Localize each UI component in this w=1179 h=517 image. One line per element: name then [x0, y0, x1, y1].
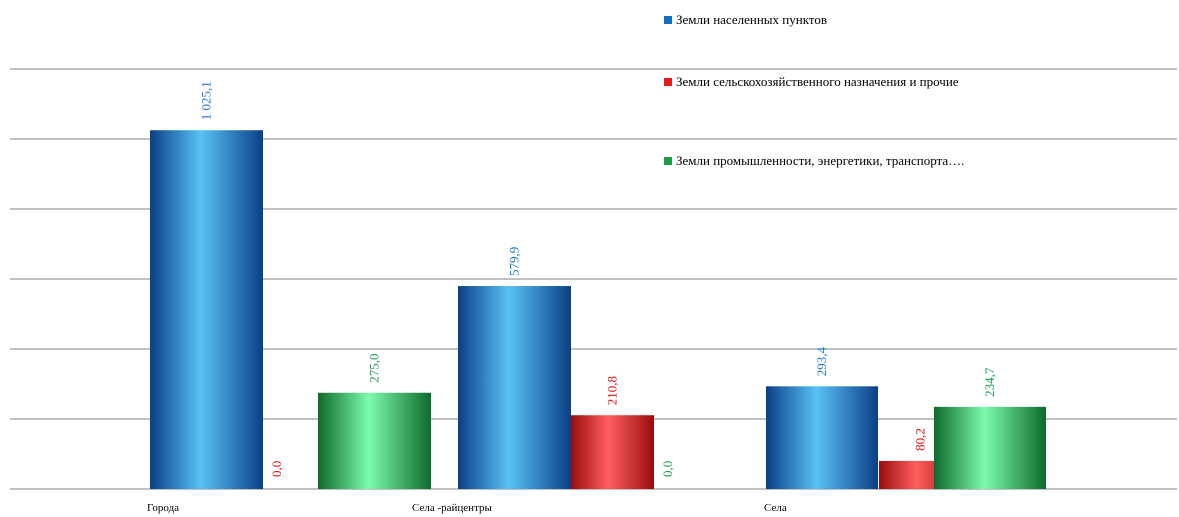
legend-item-settlements: Земли населенных пунктов	[664, 12, 827, 28]
data-label-series0-cat2: 293,4	[814, 347, 829, 377]
bars	[150, 130, 1046, 489]
bar-series2-cat2	[934, 406, 1046, 489]
legend-label-agricultural: Земли сельскохозяйственного назначения и…	[676, 74, 959, 89]
bar-series0-cat0	[150, 130, 263, 489]
data-label-series1-cat0: 0,0	[269, 461, 284, 477]
legend-label-industrial: Земли промышленности, энергетики, трансп…	[676, 153, 965, 168]
data-label-series0-cat1: 579,9	[507, 247, 522, 276]
legend-label-settlements: Земли населенных пунктов	[676, 12, 827, 27]
bar-series1-cat1	[571, 415, 654, 489]
data-label-series2-cat0: 275,0	[367, 354, 382, 383]
category-label-2: Села	[764, 502, 787, 514]
category-label-1: Села -райцентры	[412, 502, 493, 514]
data-label-series2-cat1: 0,0	[660, 461, 675, 477]
data-label-series0-cat0: 1 025,1	[199, 81, 214, 120]
legend-item-industrial: Земли промышленности, энергетики, трансп…	[664, 153, 964, 169]
legend-swatch-agricultural	[664, 78, 672, 86]
legend-swatch-industrial	[664, 157, 672, 165]
legend-item-agricultural: Земли сельскохозяйственного назначения и…	[664, 74, 959, 90]
data-label-series1-cat2: 80,2	[913, 428, 928, 451]
data-label-series2-cat2: 234,7	[982, 367, 997, 397]
category-label-0: Города	[147, 502, 179, 514]
bar-series0-cat1	[458, 286, 571, 489]
category-tick-labels: Города Села -райцентры Села	[147, 502, 787, 514]
data-labels: 1 025,1 0,0 275,0 579,9 210,8 0,0 293,4 80,2 234…	[199, 81, 998, 477]
bar-series2-cat0	[318, 392, 431, 489]
bar-series0-cat2	[766, 386, 878, 489]
data-label-series1-cat1: 210,8	[605, 376, 620, 405]
legend-swatch-settlements	[664, 16, 672, 24]
